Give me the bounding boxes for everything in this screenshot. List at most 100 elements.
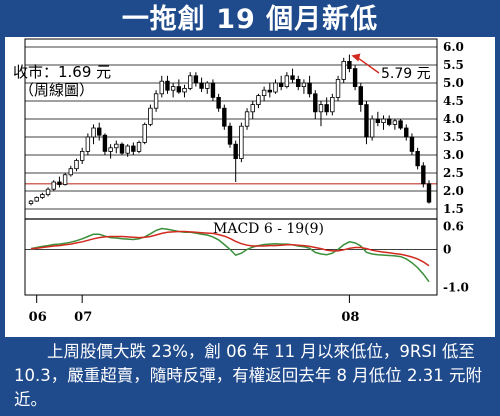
candle-body	[404, 127, 409, 138]
candle	[28, 200, 34, 206]
candle	[398, 119, 403, 130]
candle	[409, 133, 415, 155]
candle-body	[193, 75, 199, 84]
candle-body	[307, 82, 312, 95]
candle-body	[142, 124, 147, 143]
price-tick-label: 1.5	[443, 202, 464, 216]
candle	[239, 122, 244, 163]
candle-body	[426, 183, 432, 203]
candle-body	[250, 104, 255, 113]
candle-body	[114, 143, 119, 149]
candle	[159, 75, 164, 98]
candle-body	[301, 82, 307, 87]
candle	[187, 72, 193, 91]
candle-body	[358, 86, 363, 105]
candle	[97, 122, 102, 141]
signal-line	[30, 230, 430, 267]
candle-body	[386, 118, 392, 125]
candle-body	[45, 188, 51, 195]
candle	[119, 142, 125, 155]
candle	[261, 86, 267, 101]
candle	[165, 75, 170, 94]
candle-body	[421, 165, 426, 185]
candle-body	[170, 86, 176, 91]
candle-body	[131, 145, 136, 152]
stock-chart: 6.0 5.5 5.0 4.5 4.0 3.5 3.0 2.5 2.0 1.5 0.6 0 -1.0 06…	[13, 38, 469, 325]
candle	[57, 176, 62, 188]
candle	[222, 104, 227, 130]
candle	[108, 144, 113, 159]
candle-body	[199, 82, 204, 89]
candle	[62, 173, 68, 186]
candle-body	[335, 79, 341, 98]
candle	[148, 104, 153, 127]
candle	[170, 83, 176, 98]
x-tick-label: 08	[341, 310, 359, 325]
candle-body	[68, 168, 73, 176]
price-tick-label: 2.5	[443, 166, 464, 180]
peak-price-label: 5.79 元	[381, 66, 431, 82]
candle	[227, 122, 233, 148]
candle-body	[415, 151, 420, 167]
candle	[273, 79, 278, 94]
candle-body	[153, 93, 159, 109]
candle	[45, 187, 51, 197]
candle	[347, 54, 352, 73]
candle-body	[278, 82, 284, 87]
price-tick-label: 5.0	[443, 76, 464, 90]
candle	[386, 115, 392, 127]
price-tick-label: 5.5	[443, 58, 464, 72]
candle-body	[28, 200, 34, 205]
axes: 6.0 5.5 5.0 4.5 4.0 3.5 3.0 2.5 2.0 1.5 0.6 0 -1.0 06…	[24, 38, 469, 325]
candle-body	[375, 118, 381, 123]
candle-body	[256, 95, 261, 105]
candle	[375, 111, 381, 127]
candle-body	[74, 160, 79, 170]
candle	[301, 79, 307, 94]
caption-text: 上周股價大跌 23%，創 06 年 11 月以來低位，9RSI 低至 10.3，…	[14, 342, 482, 409]
candle-body	[97, 127, 102, 136]
candle-body	[159, 80, 164, 95]
candle	[205, 81, 210, 94]
candle	[426, 180, 432, 204]
candle-body	[364, 104, 369, 138]
candle	[335, 75, 341, 101]
candle-body	[369, 118, 375, 138]
candle-body	[62, 174, 68, 185]
candle-body	[148, 107, 153, 125]
candle-body	[165, 80, 170, 91]
candle	[278, 75, 284, 91]
price-tick-label: 4.0	[443, 112, 464, 126]
candle	[136, 140, 142, 154]
candle-body	[261, 89, 267, 97]
candle-body	[290, 75, 295, 80]
candle	[193, 72, 199, 87]
candle-body	[239, 125, 244, 159]
candle-body	[205, 82, 210, 89]
candle	[79, 147, 85, 164]
candle	[114, 140, 119, 154]
candle	[74, 158, 79, 172]
candle	[415, 147, 420, 170]
candle-body	[34, 197, 39, 202]
candle-body	[313, 93, 318, 113]
candle	[51, 180, 56, 191]
candle	[290, 68, 295, 83]
candle	[358, 83, 363, 112]
candle-body	[91, 127, 96, 138]
candle-body	[318, 104, 324, 113]
candle	[91, 124, 96, 145]
candle-body	[136, 142, 142, 152]
candle-body	[324, 104, 329, 113]
candle-body	[341, 60, 346, 80]
candle	[284, 72, 290, 89]
candle-body	[284, 75, 290, 87]
candle-body	[222, 107, 227, 127]
chart-title: 一拖創 19 個月新低	[121, 4, 379, 35]
candle	[85, 133, 91, 155]
candle-body	[216, 97, 221, 109]
price-tick-label: 4.5	[443, 94, 464, 108]
candle	[392, 119, 398, 130]
period-annotation: （周線圖）	[19, 81, 94, 99]
candle-body	[85, 136, 91, 152]
